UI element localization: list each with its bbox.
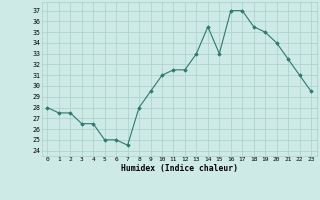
X-axis label: Humidex (Indice chaleur): Humidex (Indice chaleur) bbox=[121, 164, 238, 173]
